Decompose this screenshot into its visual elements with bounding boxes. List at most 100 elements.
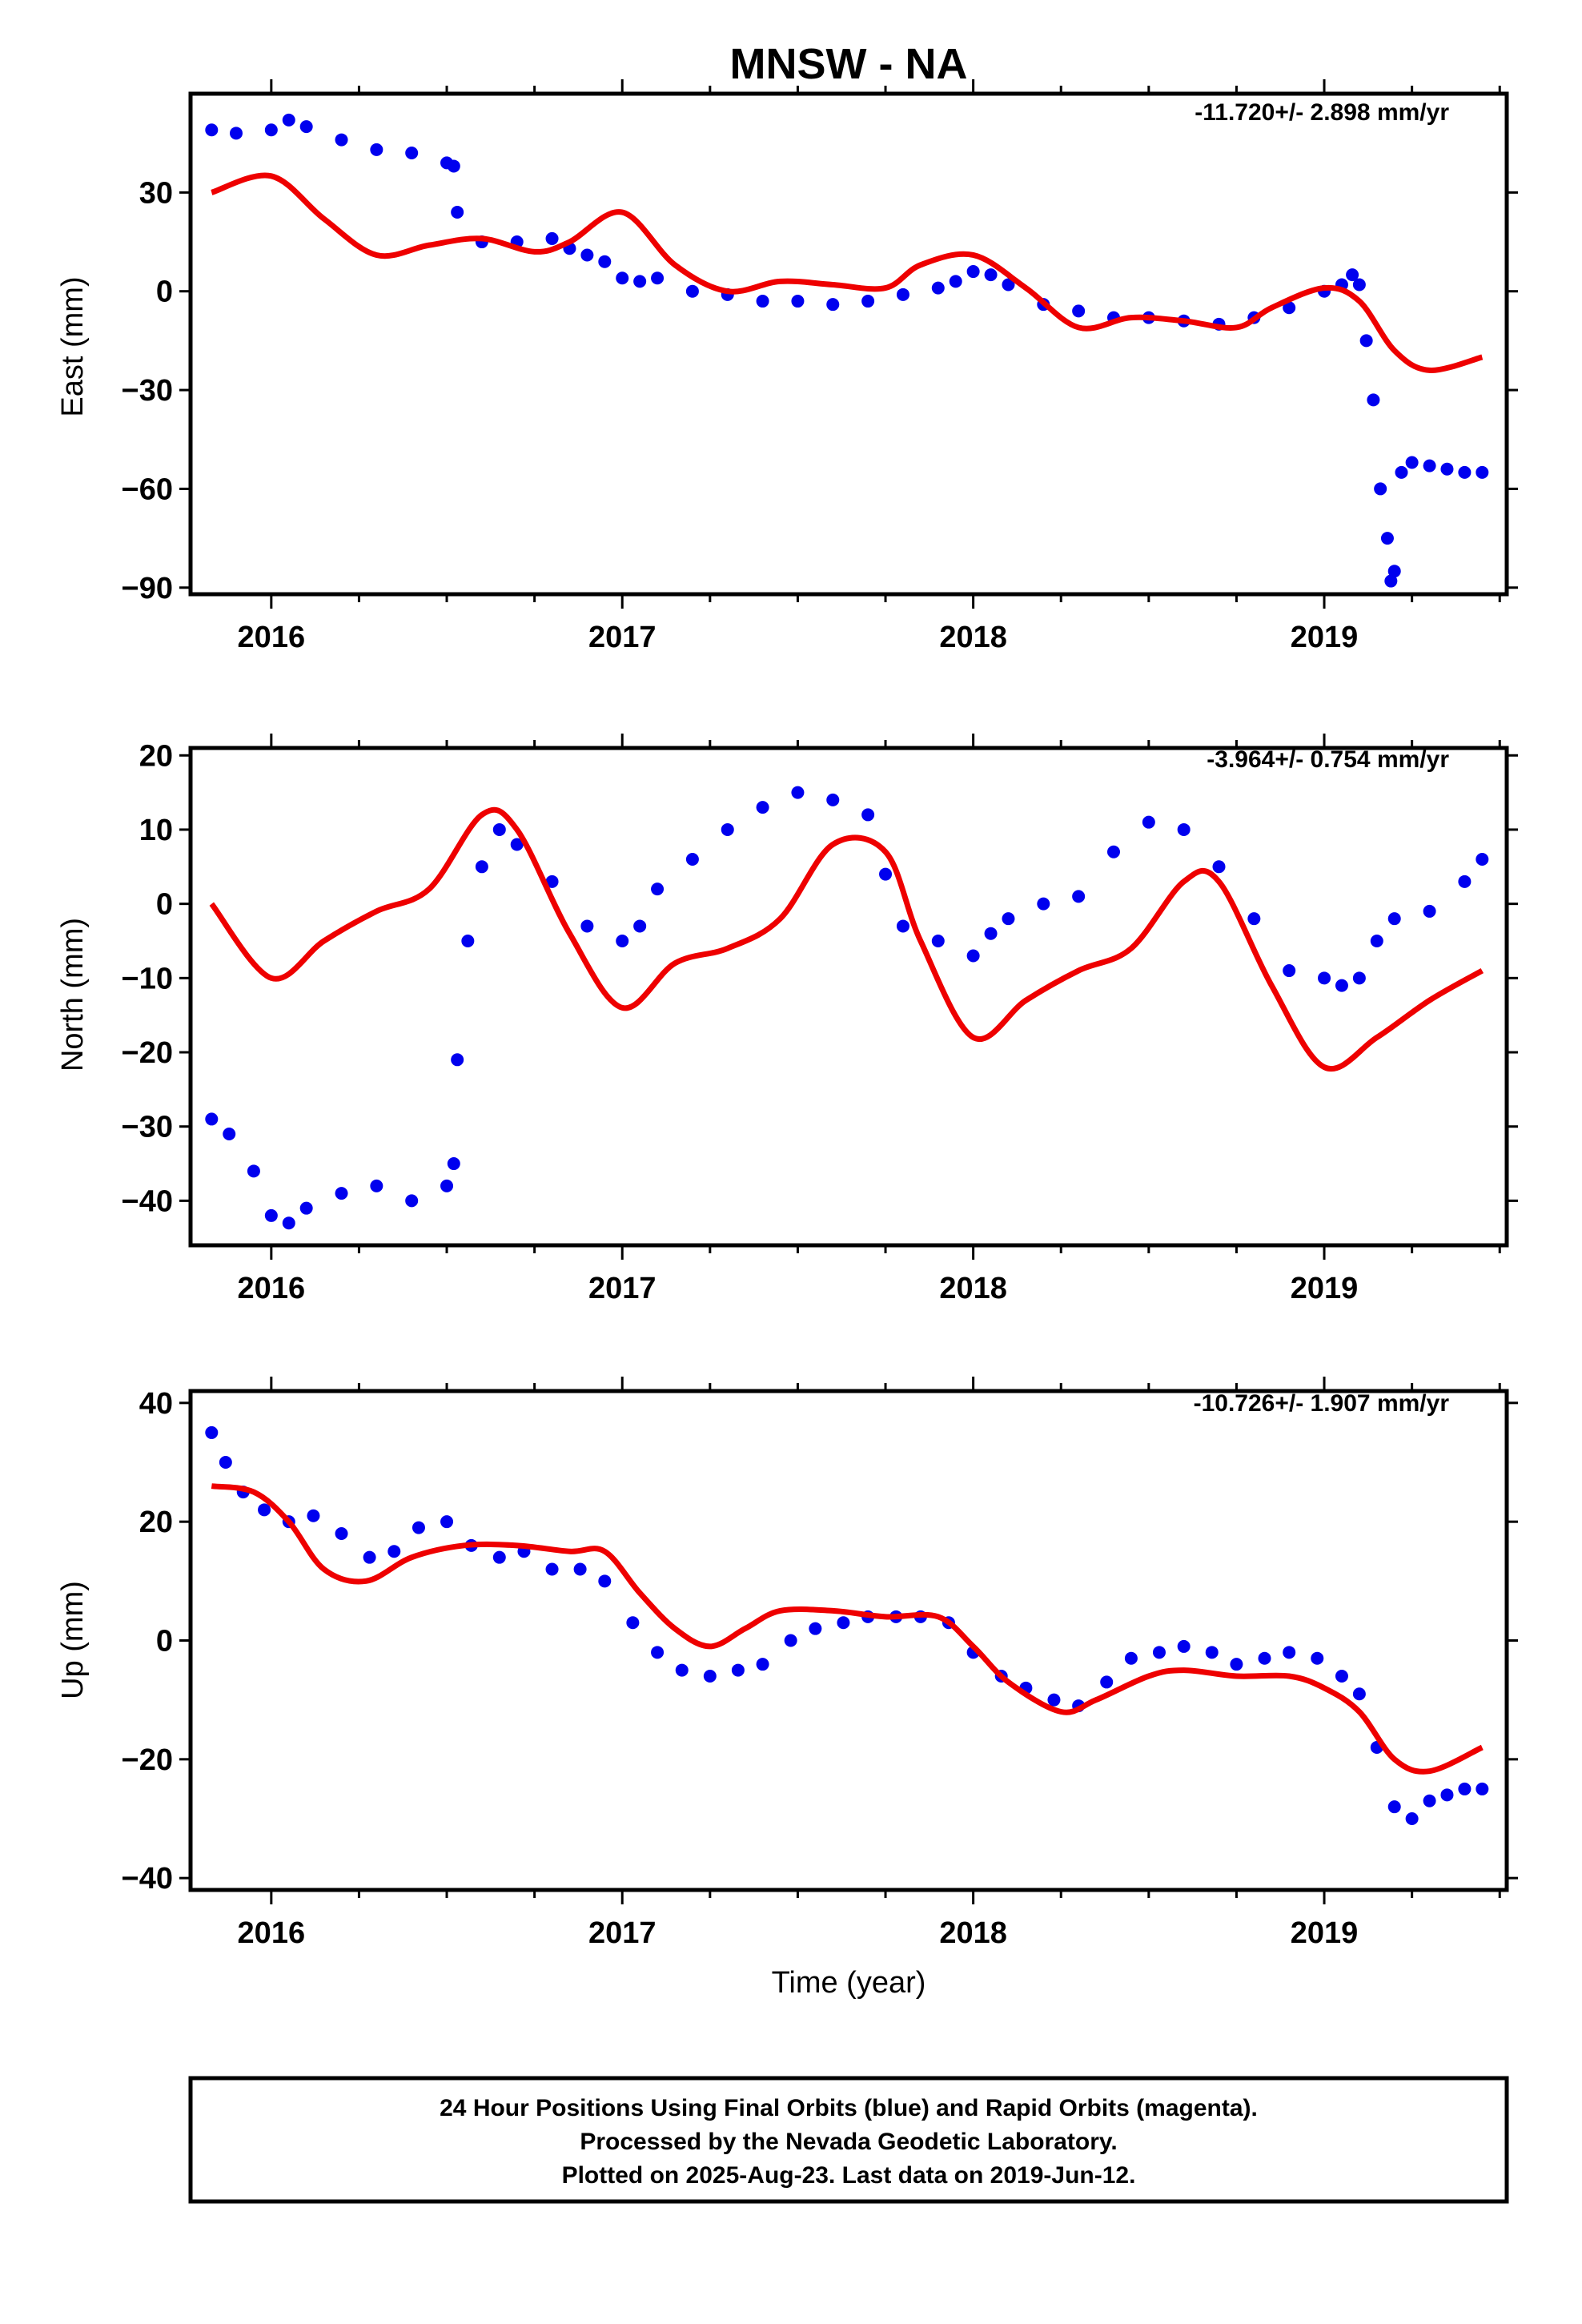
data-point-east xyxy=(1002,278,1015,292)
data-point-east xyxy=(598,255,612,268)
data-point-up xyxy=(1440,1788,1454,1802)
data-point-east xyxy=(282,113,295,127)
data-point-up xyxy=(1335,1670,1348,1683)
data-point-east xyxy=(1405,456,1419,469)
data-point-up xyxy=(492,1550,506,1564)
data-point-north xyxy=(616,934,629,947)
data-point-east xyxy=(545,231,559,245)
panel-east: -11.720+/- 2.898 mm/yr East (mm) −90 −60 −… xyxy=(56,79,1518,654)
data-point-north xyxy=(1423,904,1436,918)
data-point-up xyxy=(1100,1675,1114,1689)
x-tick-label-east: 2017 xyxy=(588,621,656,654)
x-tick-label-east: 2016 xyxy=(238,621,306,654)
data-point-up xyxy=(675,1663,689,1677)
data-point-north xyxy=(282,1216,295,1230)
caption-frame xyxy=(188,2076,1509,2204)
data-point-north xyxy=(861,808,875,822)
data-point-north xyxy=(510,838,524,851)
data-point-north xyxy=(1352,971,1366,985)
data-point-north xyxy=(451,1053,464,1067)
caption-line-3: Plotted on 2025-Aug-23. Last data on 201… xyxy=(562,2162,1136,2189)
y-tick-label-up: 20 xyxy=(139,1506,173,1539)
data-point-north xyxy=(223,1127,236,1140)
data-point-north xyxy=(1283,964,1296,978)
data-point-up xyxy=(1423,1794,1436,1807)
data-point-up xyxy=(598,1574,612,1588)
data-point-up xyxy=(1047,1693,1061,1707)
data-point-east xyxy=(826,298,840,312)
data-point-north xyxy=(205,1112,219,1126)
data-point-east xyxy=(1374,482,1387,496)
data-point-north xyxy=(461,934,475,947)
data-point-north xyxy=(879,867,893,881)
data-point-east xyxy=(861,295,875,308)
data-point-north xyxy=(1072,890,1086,903)
data-point-east xyxy=(1423,459,1436,472)
data-point-north xyxy=(1037,897,1050,911)
data-point-east xyxy=(205,123,219,137)
data-point-east xyxy=(931,281,945,295)
data-point-east xyxy=(299,120,313,134)
data-point-north xyxy=(1142,815,1155,829)
data-point-north xyxy=(826,793,840,806)
data-point-north xyxy=(475,860,488,874)
data-point-north xyxy=(1318,971,1331,985)
data-point-up xyxy=(573,1562,587,1576)
data-point-north xyxy=(247,1164,260,1178)
data-point-north xyxy=(335,1187,348,1200)
data-point-north xyxy=(370,1179,383,1192)
data-point-up xyxy=(307,1509,320,1522)
caption-line-1: 24 Hour Positions Using Final Orbits (bl… xyxy=(440,2095,1258,2121)
y-tick-label-north: −40 xyxy=(122,1184,173,1218)
x-axis-label: Time (year) xyxy=(772,1966,926,2000)
data-point-east xyxy=(685,284,699,298)
data-point-north xyxy=(1106,845,1120,858)
data-point-east xyxy=(229,127,243,140)
data-point-north xyxy=(984,927,998,940)
data-point-east xyxy=(1380,532,1394,545)
data-point-east xyxy=(756,295,769,308)
data-point-east xyxy=(264,123,278,137)
data-point-east xyxy=(451,206,464,219)
data-point-up xyxy=(1458,1782,1472,1795)
x-tick-label-north: 2017 xyxy=(588,1272,656,1305)
data-point-up xyxy=(809,1622,822,1635)
y-tick-label-up: −40 xyxy=(122,1862,173,1896)
data-point-up xyxy=(387,1545,401,1558)
x-tick-label-north: 2016 xyxy=(238,1272,306,1305)
data-point-up xyxy=(335,1527,348,1540)
x-tick-label-north: 2019 xyxy=(1291,1272,1359,1305)
data-point-east xyxy=(405,147,419,160)
data-point-north xyxy=(633,919,647,933)
data-point-up xyxy=(1283,1646,1296,1659)
data-point-north xyxy=(580,919,594,933)
data-point-east xyxy=(1283,301,1296,315)
y-tick-label-north: −30 xyxy=(122,1111,173,1144)
data-point-north xyxy=(1247,912,1261,926)
data-point-north xyxy=(1387,912,1401,926)
data-point-north xyxy=(1002,912,1015,926)
y-tick-label-north: 20 xyxy=(139,739,173,773)
data-point-east xyxy=(335,133,348,147)
data-point-up xyxy=(703,1670,717,1683)
model-line-east xyxy=(211,172,1484,373)
data-point-up xyxy=(219,1456,232,1469)
caption-line-2: Processed by the Nevada Geodetic Laborat… xyxy=(580,2129,1117,2155)
data-point-east xyxy=(966,265,980,279)
data-point-up xyxy=(651,1646,665,1659)
data-point-up xyxy=(1152,1646,1166,1659)
data-point-north xyxy=(721,822,734,836)
x-tick-label-up: 2018 xyxy=(939,1916,1007,1950)
data-point-up xyxy=(545,1562,559,1576)
data-point-up xyxy=(363,1550,376,1564)
plot-frame-east xyxy=(188,91,1509,597)
data-point-north xyxy=(896,919,909,933)
data-point-up xyxy=(1230,1658,1243,1671)
model-line-north xyxy=(209,806,1484,1072)
data-point-north xyxy=(756,801,769,814)
data-point-north xyxy=(931,934,945,947)
data-point-east xyxy=(447,159,460,173)
x-tick-label-north: 2018 xyxy=(939,1272,1007,1305)
data-point-up xyxy=(1124,1651,1138,1665)
data-points-north xyxy=(205,786,1489,1230)
